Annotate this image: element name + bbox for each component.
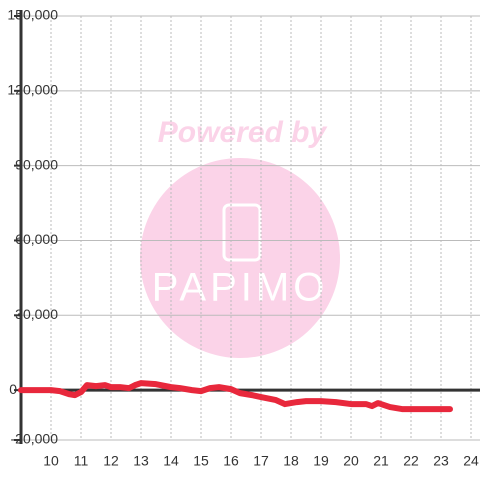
x-tick-label: 12 [103,453,119,469]
x-tick-label: 13 [133,453,149,469]
x-tick-label: 18 [283,453,299,469]
watermark-phone [222,203,262,262]
watermark-logo: PAPIMO [152,266,329,310]
y-tick-label: 90,000 [15,156,58,172]
watermark-circle [140,158,340,358]
x-tick-label: 19 [313,453,329,469]
data-line [18,380,453,413]
y-tick-label: 30,000 [15,306,58,322]
x-tick-label: 21 [373,453,389,469]
y-tick-label: 0 [9,381,17,397]
x-tick-label: 16 [223,453,239,469]
x-tick-label: 17 [253,453,269,469]
x-tick-label: 20 [343,453,359,469]
y-tick-label: 150,000 [7,7,58,23]
x-tick-label: 24 [463,453,479,469]
x-tick-label: 22 [403,453,419,469]
x-tick-label: 15 [193,453,209,469]
x-tick-label: 14 [163,453,179,469]
x-tick-label: 23 [433,453,449,469]
x-tick-label: 10 [43,453,59,469]
watermark: Powered by PAPIMO [140,116,340,358]
plot: 10 11 12 13 14 15 16 17 18 19 20 21 22 23 24 -20,000 0 30… [7,7,480,469]
watermark-text: Powered by [158,116,328,149]
x-tick-label: 11 [74,453,89,469]
y-tick-label: 120,000 [7,82,58,98]
y-tick-label: -20,000 [11,431,59,447]
y-tick-label: 60,000 [15,231,58,247]
